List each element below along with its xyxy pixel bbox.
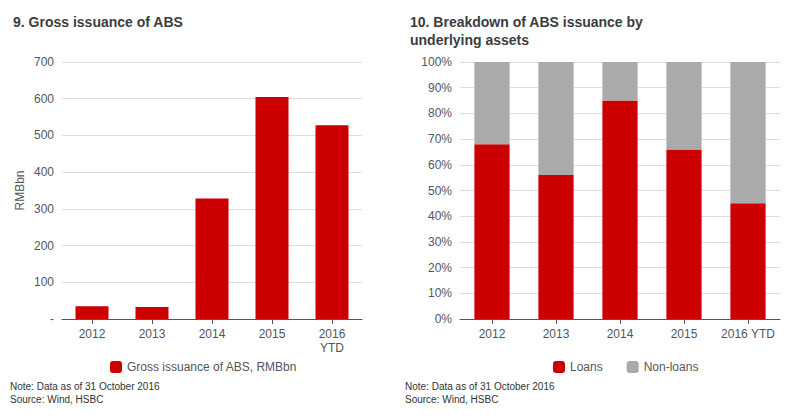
- svg-text:100%: 100%: [421, 55, 452, 69]
- svg-text:500: 500: [34, 128, 54, 142]
- svg-text:2012: 2012: [79, 327, 106, 341]
- svg-text:70%: 70%: [428, 132, 452, 146]
- svg-text:2015: 2015: [259, 327, 286, 341]
- svg-text:2012: 2012: [479, 327, 506, 341]
- svg-text:20%: 20%: [428, 261, 452, 275]
- svg-text:Source: Wind, HSBC: Source: Wind, HSBC: [10, 394, 103, 405]
- svg-text:2013: 2013: [139, 327, 166, 341]
- svg-text:-: -: [50, 312, 54, 326]
- svg-text:700: 700: [34, 55, 54, 69]
- svg-text:Gross issuance of ABS, RMBbn: Gross issuance of ABS, RMBbn: [127, 360, 296, 374]
- svg-text:Note: Data as of 31 October 20: Note: Data as of 31 October 2016: [10, 381, 160, 392]
- svg-text:underlying assets: underlying assets: [410, 32, 529, 48]
- svg-text:100: 100: [34, 275, 54, 289]
- svg-text:Loans: Loans: [570, 360, 603, 374]
- svg-text:300: 300: [34, 202, 54, 216]
- svg-text:90%: 90%: [428, 81, 452, 95]
- svg-text:50%: 50%: [428, 184, 452, 198]
- svg-text:80%: 80%: [428, 106, 452, 120]
- svg-text:0%: 0%: [435, 312, 453, 326]
- svg-text:2014: 2014: [607, 327, 634, 341]
- svg-text:Note: Data as of 31 October 20: Note: Data as of 31 October 2016: [405, 381, 555, 392]
- svg-text:60%: 60%: [428, 158, 452, 172]
- svg-text:2016: 2016: [319, 327, 346, 341]
- svg-text:2015: 2015: [671, 327, 698, 341]
- svg-text:40%: 40%: [428, 209, 452, 223]
- svg-text:9. Gross issuance of ABS: 9. Gross issuance of ABS: [13, 14, 183, 30]
- svg-text:Source: Wind, HSBC: Source: Wind, HSBC: [405, 394, 498, 405]
- svg-text:10. Breakdown of ABS issuance: 10. Breakdown of ABS issuance by: [410, 14, 643, 30]
- svg-text:Non-loans: Non-loans: [644, 360, 699, 374]
- svg-text:30%: 30%: [428, 235, 452, 249]
- svg-text:2016 YTD: 2016 YTD: [721, 327, 775, 341]
- svg-text:200: 200: [34, 239, 54, 253]
- svg-text:YTD: YTD: [320, 341, 344, 355]
- svg-text:2013: 2013: [543, 327, 570, 341]
- svg-text:2014: 2014: [199, 327, 226, 341]
- svg-text:10%: 10%: [428, 286, 452, 300]
- svg-text:RMBbn: RMBbn: [13, 170, 27, 210]
- svg-text:400: 400: [34, 165, 54, 179]
- svg-text:600: 600: [34, 92, 54, 106]
